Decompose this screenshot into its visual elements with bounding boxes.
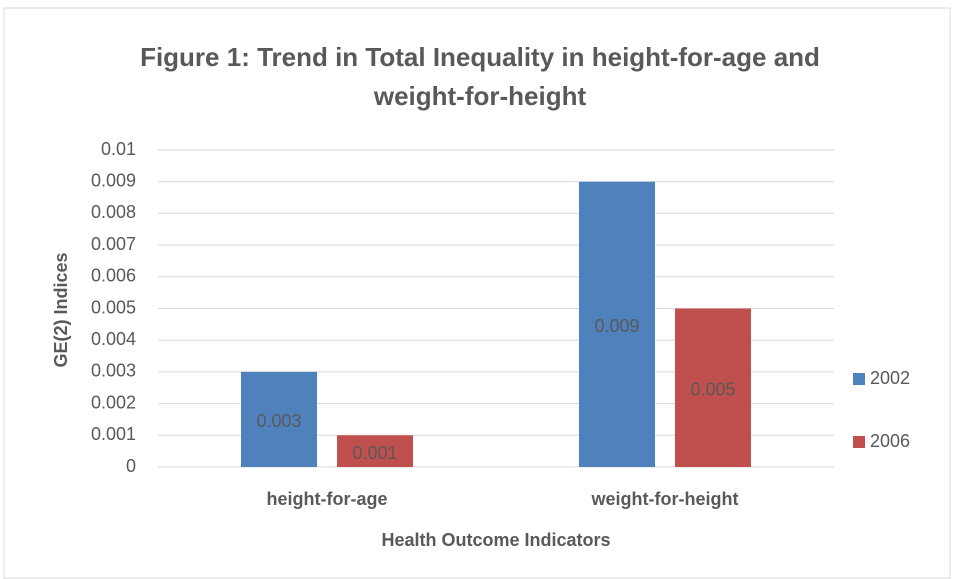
legend-swatch	[853, 436, 865, 448]
x-tick-label: height-for-age	[267, 489, 388, 509]
y-tick-label: 0.003	[91, 361, 136, 381]
y-tick-label: 0.005	[91, 297, 136, 317]
data-label: 0.005	[690, 380, 735, 400]
y-tick-label: 0.002	[91, 392, 136, 412]
y-tick-label: 0.007	[91, 234, 136, 254]
data-label: 0.003	[256, 411, 301, 431]
bar	[579, 181, 655, 467]
bar	[675, 308, 751, 467]
legend-label: 2006	[870, 431, 910, 451]
data-label: 0.001	[352, 443, 397, 463]
y-tick-label: 0.001	[91, 424, 136, 444]
bar	[241, 371, 317, 467]
data-label: 0.009	[594, 316, 639, 336]
y-tick-label: 0	[126, 456, 136, 476]
y-axis-title: GE(2) Indices	[51, 252, 71, 367]
x-axis-title: Health Outcome Indicators	[381, 530, 610, 550]
y-tick-label: 0.009	[91, 170, 136, 190]
y-tick-label: 0.01	[101, 139, 136, 159]
x-tick-label: weight-for-height	[591, 489, 739, 509]
bar	[337, 435, 413, 467]
y-tick-label: 0.006	[91, 266, 136, 286]
y-tick-label: 0.008	[91, 202, 136, 222]
legend-swatch	[853, 373, 865, 385]
legend-label: 2002	[870, 368, 910, 388]
chart-title: Figure 1: Trend in Total Inequality in h…	[140, 42, 820, 111]
y-tick-label: 0.004	[91, 329, 136, 349]
chart-border	[3, 7, 951, 579]
